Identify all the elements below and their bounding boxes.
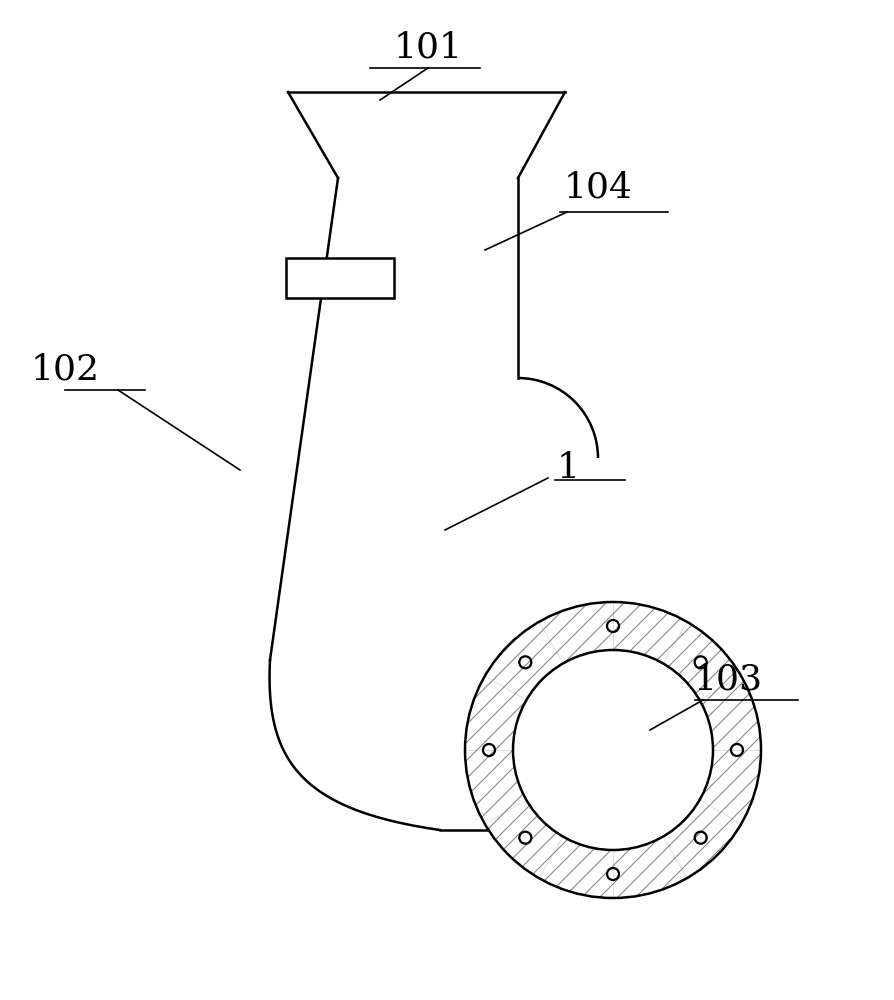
- Text: 102: 102: [30, 353, 99, 387]
- Text: 104: 104: [563, 171, 632, 205]
- Text: 1: 1: [556, 451, 579, 485]
- Bar: [286, 258, 394, 298]
- Text: 101: 101: [393, 31, 462, 65]
- Text: 103: 103: [694, 663, 763, 697]
